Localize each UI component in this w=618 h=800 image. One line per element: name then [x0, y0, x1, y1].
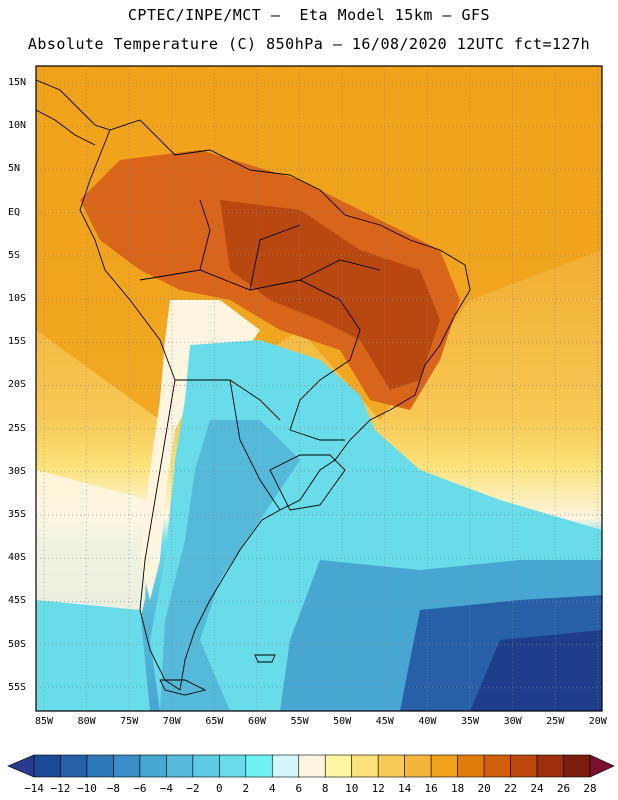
lon-label: 35W [460, 716, 480, 727]
colorbar-tick-label: −6 [133, 782, 147, 795]
colorbar-swatch [245, 754, 273, 778]
lat-label: 5S [8, 249, 21, 261]
central-america-coast [36, 79, 111, 146]
colorbar-tick-label: 0 [216, 782, 223, 795]
title-line-2: Absolute Temperature (C) 850hPa – 16/08/… [27, 35, 591, 53]
lat-label: 20S [8, 379, 27, 391]
colorbar-swatch [536, 754, 564, 778]
cool-andes-zone [140, 300, 260, 600]
colorbar-swatch [192, 754, 220, 778]
colorbar-swatch [483, 754, 511, 778]
colorbar-tick-label: 2 [242, 782, 250, 795]
uruguay-outline [269, 454, 346, 511]
lat-label: 10S [8, 293, 27, 304]
lat-label: 35S [8, 509, 27, 520]
colorbar-tick-label: 8 [321, 782, 329, 795]
lat-label: 25S [8, 422, 27, 434]
colorbar-tick-label: 20 [477, 782, 491, 795]
lon-label: 45W [375, 716, 394, 727]
lon-label: 40W [418, 716, 437, 727]
colorbar-tick-label: 4 [268, 782, 276, 795]
colorbar-swatch [430, 754, 458, 778]
lat-label: EQ [8, 206, 21, 218]
colorbar-tick-label: −12 [50, 782, 71, 795]
lat-label: 55S [8, 681, 27, 693]
lon-label: 70W [162, 716, 181, 727]
colorbar-swatch [457, 754, 485, 778]
lon-label: 55W [290, 716, 309, 727]
colorbar-tick-label: −10 [77, 782, 97, 795]
tierra-del-fuego [159, 679, 207, 696]
colorbar-over-arrow [589, 754, 615, 778]
lon-label: 75W [120, 716, 139, 727]
colorbar-tick-label: 22 [503, 782, 518, 795]
plot-frame [35, 65, 603, 712]
colorbar-tick-label: 10 [345, 782, 359, 795]
lat-label: 45S [8, 595, 27, 607]
colorbar-tick-label: 16 [424, 782, 438, 795]
colorbar-tick-label: −2 [186, 782, 200, 795]
pacific-cold-zone [36, 600, 150, 711]
colorbar-tick-label: 12 [371, 782, 385, 795]
colorbar-swatch [377, 754, 405, 778]
colorbar-swatch [60, 754, 88, 778]
lon-label: 50W [333, 716, 352, 727]
temperature-field [36, 66, 602, 711]
colorbar-tick-label: 24 [530, 782, 544, 795]
colorbar-tick-label: −4 [159, 782, 173, 795]
colorbar-swatch [404, 754, 432, 778]
colorbar-tick-label: −14 [24, 782, 44, 795]
colorbar-tick-label: 6 [295, 782, 303, 795]
lon-label: 65W [205, 716, 224, 727]
lat-label: 50S [8, 638, 27, 650]
colorbar-swatch [351, 754, 379, 778]
colorbar [7, 754, 615, 778]
colorbar-under-arrow [7, 754, 35, 778]
colorbar-swatch [510, 754, 538, 778]
colorbar-tick-label: 28 [583, 782, 597, 795]
cold-darkest-zone [470, 630, 602, 711]
colorbar-swatch [86, 754, 114, 778]
cold-mid-zone [160, 420, 300, 711]
colorbar-swatch [298, 754, 326, 778]
colorbar-tick-label: −8 [106, 782, 121, 795]
title-line-1: CPTEC/INPE/MCT – Eta Model 15km – GFS [127, 6, 491, 24]
colorbar-swatch [113, 754, 141, 778]
colorbar-swatch [139, 754, 167, 778]
border-lines [139, 199, 381, 511]
lon-label: 20W [588, 716, 607, 727]
south-america-coast [79, 119, 471, 691]
colorbar-swatch [563, 754, 591, 778]
lon-label: 85W [34, 716, 54, 727]
lon-label: 30W [503, 716, 522, 727]
colorbar-tick-label: 18 [450, 782, 465, 795]
lon-label: 25W [546, 716, 565, 727]
colorbar-swatch [166, 754, 194, 778]
lon-label: 80W [77, 716, 96, 727]
coastlines [36, 79, 471, 696]
lat-label: 40S [8, 552, 27, 564]
colorbar-swatch [219, 754, 247, 778]
colorbar-swatch [33, 754, 61, 778]
lat-label: 5N [8, 163, 21, 175]
lat-label: 15S [8, 336, 27, 348]
lat-label: 10N [8, 120, 27, 132]
colorbar-tick-label: 26 [556, 782, 571, 795]
colorbar-swatch [324, 754, 353, 778]
colorbar-tick-label: 14 [398, 782, 412, 795]
lat-label: 30S [8, 465, 27, 477]
colorbar-swatch [271, 754, 300, 778]
falklands [254, 654, 276, 663]
lon-label: 60W [247, 716, 267, 727]
lat-label: 15N [8, 77, 27, 88]
